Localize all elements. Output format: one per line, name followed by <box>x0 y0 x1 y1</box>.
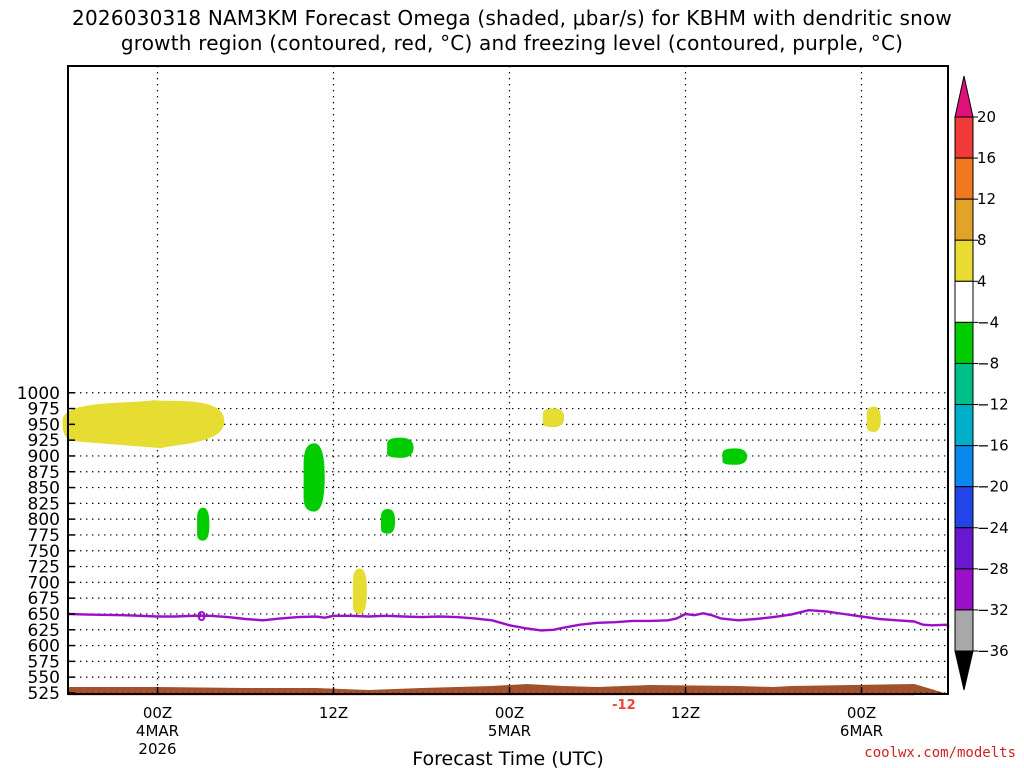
y-tick-label-725: 725 <box>28 558 60 578</box>
colorbar-label-1: 16 <box>977 149 996 167</box>
colorbar-bottom-arrow <box>954 650 974 691</box>
y-tick-label-950: 950 <box>28 415 60 435</box>
y-tick-label-750: 750 <box>28 542 60 562</box>
colorbar-swatch-1 <box>954 157 974 200</box>
y-tick-label-850: 850 <box>28 479 60 499</box>
colorbar-label-10: −24 <box>977 519 1009 537</box>
x-tick-date-2: 5MAR <box>488 722 531 740</box>
omega-region-7 <box>542 408 565 427</box>
y-tick-label-875: 875 <box>28 463 60 483</box>
x-tick-label-4: 00Z <box>847 704 876 722</box>
y-tick-label-800: 800 <box>28 510 60 530</box>
y-tick-label-575: 575 <box>28 652 60 672</box>
contour-line-purple <box>66 609 950 632</box>
colorbar: 20 16 12 8 4 −4 −8 −12 −16 −20 −24 −28 −32 −36 <box>954 75 1009 691</box>
colorbar-swatch-12 <box>954 609 974 652</box>
y-tick-label-600: 600 <box>28 637 60 657</box>
plot-frame <box>67 65 949 695</box>
grid-lines <box>68 66 948 694</box>
y-tick-label-825: 825 <box>28 494 60 514</box>
colorbar-swatch-8 <box>954 445 974 488</box>
y-tick-label-975: 975 <box>28 400 60 420</box>
credit-link[interactable]: coolwx.com/modelts <box>864 745 1016 761</box>
x-tick-label-3: 12Z <box>671 704 700 722</box>
y-tick-label-525: 525 <box>28 684 60 704</box>
omega-region-5 <box>387 437 414 458</box>
contour-label-red: -12 <box>612 698 636 713</box>
omega-region-2 <box>197 507 210 541</box>
x-tick-date-0: 4MAR <box>136 722 179 740</box>
colorbar-swatch-6 <box>954 362 974 406</box>
omega-region-0 <box>62 400 225 449</box>
colorbar-label-5: −4 <box>977 313 999 331</box>
y-tick-label-625: 625 <box>28 621 60 641</box>
omega-region-8 <box>722 448 748 465</box>
contour-label-purple: 0 <box>197 610 206 625</box>
omega-shaded-regions <box>62 400 881 614</box>
title-line-1: 2026030318 NAM3KM Forecast Omega (shaded… <box>72 6 952 30</box>
y-tick-label-775: 775 <box>28 526 60 546</box>
terrain-fill <box>68 684 948 694</box>
x-tick-label-2: 00Z <box>495 704 524 722</box>
y-tick-label-1000: 1000 <box>17 384 60 404</box>
colorbar-swatch-9 <box>954 486 974 529</box>
colorbar-label-9: −20 <box>977 478 1009 496</box>
chart-title: 2026030318 NAM3KM Forecast Omega (shaded… <box>0 6 1024 56</box>
omega-region-4 <box>381 509 396 534</box>
colorbar-swatch-7 <box>954 404 974 447</box>
colorbar-swatch-5 <box>954 321 974 364</box>
x-axis-label: Forecast Time (UTC) <box>412 748 603 768</box>
colorbar-label-7: −12 <box>977 396 1009 414</box>
x-tick-label-0: 00Z <box>143 704 172 722</box>
colorbar-label-8: −16 <box>977 437 1009 455</box>
y-tick-label-925: 925 <box>28 431 60 451</box>
y-tick-label-650: 650 <box>28 605 60 625</box>
colorbar-swatch-2 <box>954 198 974 241</box>
omega-region-1 <box>352 568 367 614</box>
colorbar-label-0: 20 <box>977 108 996 126</box>
colorbar-swatch-3 <box>954 239 974 282</box>
x-tick-label-1: 12Z <box>319 704 348 722</box>
colorbar-label-12: −32 <box>977 601 1009 619</box>
y-tick-label-675: 675 <box>28 589 60 609</box>
colorbar-label-2: 12 <box>977 190 996 208</box>
y-tick-label-700: 700 <box>28 573 60 593</box>
colorbar-swatch-10 <box>954 527 974 570</box>
colorbar-label-13: −36 <box>977 642 1009 660</box>
omega-region-9 <box>866 406 881 432</box>
colorbar-swatch-4 <box>954 280 974 323</box>
x-tick-date-4: 6MAR <box>840 722 883 740</box>
terrain-layer <box>68 684 948 694</box>
omega-region-3 <box>303 443 325 512</box>
x-tick-year-0: 2026 <box>138 740 176 758</box>
colorbar-label-6: −8 <box>977 354 999 372</box>
colorbar-swatch-11 <box>954 568 974 611</box>
y-axis-ticks: 5255505756006256506757007257507758008258… <box>17 384 75 704</box>
title-line-2: growth region (contoured, red, °C) and f… <box>120 31 904 55</box>
colorbar-label-4: 4 <box>977 272 987 290</box>
colorbar-swatch-0 <box>954 116 974 159</box>
colorbar-top-arrow <box>954 75 974 118</box>
colorbar-label-11: −28 <box>977 560 1009 578</box>
colorbar-label-3: 8 <box>977 231 987 249</box>
y-tick-label-900: 900 <box>28 447 60 467</box>
y-tick-label-550: 550 <box>28 668 60 688</box>
